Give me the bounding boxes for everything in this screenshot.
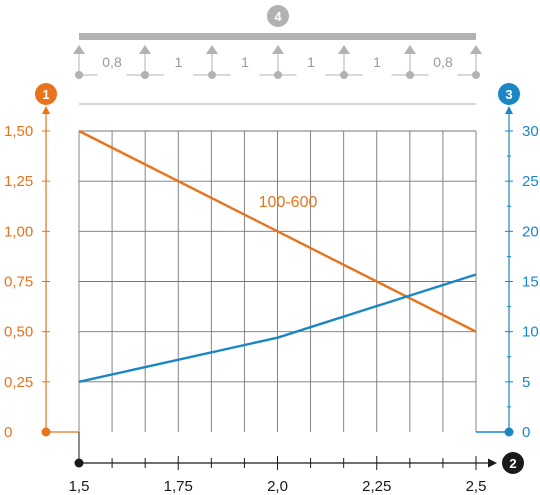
span-label: 1 (373, 54, 381, 70)
series-line (78, 129, 477, 333)
right-axis-tick-label: 5 (522, 374, 530, 391)
left-axis-tick-label: 0,75 (4, 274, 33, 291)
left-axis-marker-label: 1 (42, 87, 49, 102)
left-axis-tick-label: 1,50 (4, 123, 33, 140)
x-axis-origin-dot (74, 458, 84, 468)
x-axis: 2 1,5 1,75 2,0 2,25 2,5 (69, 432, 524, 495)
x-axis-arrow (488, 458, 497, 468)
x-axis-tick-label: 1,5 (69, 478, 90, 495)
beam-marker-circle (267, 5, 289, 27)
left-axis-arrow (42, 106, 50, 114)
x-axis-tick-label: 2,25 (362, 478, 391, 495)
x-axis-marker-label: 2 (509, 456, 516, 471)
left-zero-dot (41, 427, 51, 437)
right-axis-arrow (505, 106, 513, 114)
x-axis-tick-label: 2,0 (267, 478, 288, 495)
support-triangle (404, 45, 416, 54)
support-triangle (338, 45, 350, 54)
left-axis-tick-label: 1,00 (4, 223, 33, 240)
right-axis-tick-label: 30 (522, 123, 539, 140)
left-axis-tick-label: 0,25 (4, 374, 33, 391)
right-axis-tick-label: 0 (522, 424, 530, 441)
span-label: 1 (241, 54, 249, 70)
span-label: 1 (175, 54, 183, 70)
support-triangle (272, 45, 284, 54)
span-label: 1 (307, 54, 315, 70)
support-triangle (139, 45, 151, 54)
grid (78, 103, 477, 432)
span-label: 0,8 (102, 54, 122, 70)
right-axis-tick-label: 15 (522, 274, 539, 291)
beam-marker-label: 4 (274, 9, 282, 24)
series-layer: 100-600 (78, 129, 477, 384)
left-axis-tick-label: 1,25 (4, 173, 33, 190)
beam-diagram: 4 0,8 1 1 1 1 0,8 (73, 5, 482, 79)
support-triangle (73, 45, 85, 54)
right-axis-tick-label: 25 (522, 173, 539, 190)
beam-bar (79, 33, 476, 40)
right-axis-marker-circle (498, 83, 520, 105)
x-axis-marker-circle (502, 452, 524, 474)
left-y-axis: 1 0 0,25 0,50 0,75 1,00 1,25 1,50 (4, 83, 79, 441)
right-axis-tick-label: 20 (522, 223, 539, 240)
left-axis-tick-label: 0 (4, 424, 12, 441)
support-triangle (470, 45, 482, 54)
span-label: 0,8 (433, 54, 453, 70)
left-axis-tick-label: 0,50 (4, 324, 33, 341)
support-triangle (206, 45, 218, 54)
x-axis-tick-label: 1,75 (164, 478, 193, 495)
right-axis-marker-label: 3 (505, 87, 512, 102)
left-axis-marker-circle (35, 83, 57, 105)
series-line (78, 273, 477, 384)
x-axis-tick-label: 2,5 (466, 478, 487, 495)
series-label: 100-600 (259, 194, 318, 211)
right-y-axis: 3 0 5 10 15 20 25 30 (476, 83, 539, 441)
right-axis-tick-label: 10 (522, 324, 539, 341)
right-zero-dot (504, 427, 514, 437)
